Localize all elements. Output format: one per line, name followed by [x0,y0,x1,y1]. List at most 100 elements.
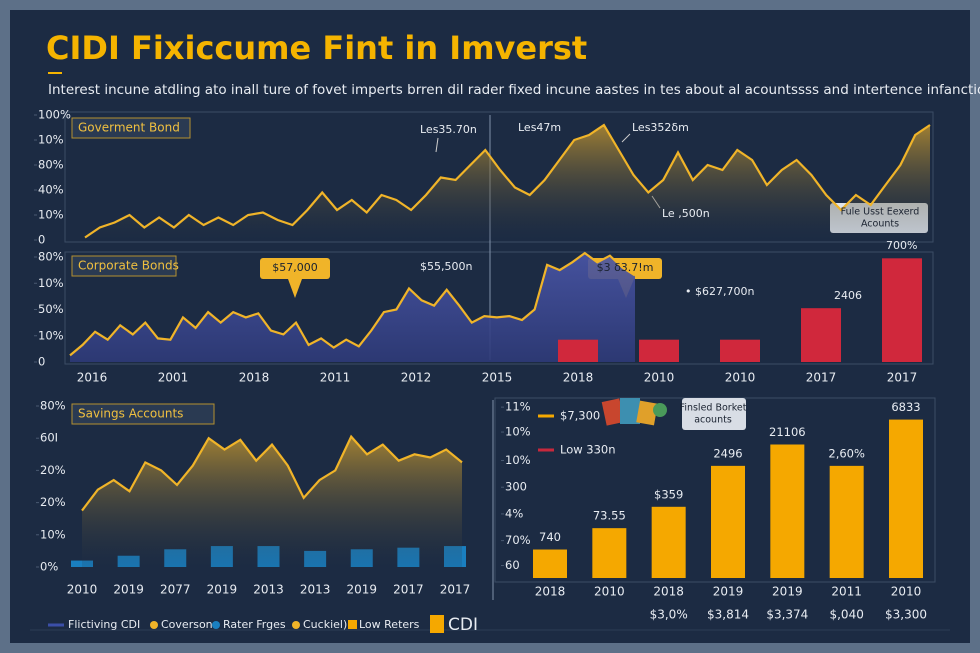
y-tick-label: 80% [38,158,64,172]
area-fill [82,436,462,567]
pointer [435,137,439,153]
y-tick-label: 10% [505,425,531,439]
legend-swatch [150,621,158,629]
callout-box [682,398,746,430]
x-tick-label: 2010 [594,585,625,599]
x-tick-label: 2077 [160,583,191,597]
x-tick-label: 2018 [653,585,684,599]
annotation: $3 δ3.7!m [597,261,654,274]
bar-label: 740 [539,530,561,544]
x-tick-label: 2016 [77,371,108,385]
x-tick-label: 2017 [393,583,424,597]
legend-label: Flictiving CDI [68,618,140,631]
panel [64,111,934,243]
x-tick-label: 2010 [891,585,922,599]
callout-pointer [288,279,302,298]
x-tick-label: 2017 [440,583,471,597]
y-tick-label: 10% [505,453,531,467]
panel-title-box [71,255,177,277]
bar [639,339,679,362]
annotation: 2406 [834,289,862,302]
panel-title: Goverment Bond [78,121,180,135]
panel [64,251,934,365]
x-tick-label: 2001 [158,371,189,385]
x-tick-label: 2019 [772,585,803,599]
x-tick-label: 2019 [207,583,238,597]
legend-label: $7,300 [560,409,600,423]
bar-label: 21106 [769,425,806,439]
x-tick-label: 2018 [535,585,566,599]
y-tick-label: 10% [38,328,64,342]
x-tick-label: 2011 [320,371,351,385]
annotation: Les35.70n [420,123,477,136]
bar-label: 2,60% [828,446,865,460]
area-fill [85,125,930,240]
annotation: Les47m [518,121,561,134]
y-tick-label: 10% [40,527,66,541]
y-tick-label: 20% [40,495,66,509]
bottom-label: $3,814 [707,608,749,622]
panel-title: Savings Accounts [78,407,183,421]
legend-swatch [212,621,220,629]
y-tick-label: 0 [38,355,45,369]
bar-label: 6833 [891,400,920,414]
x-tick-label: 2010 [725,371,756,385]
pointer [621,133,631,143]
legend-swatch [348,620,357,629]
title: CIDI Fixiccume Fint in Imverst [46,29,587,67]
bar [889,419,923,578]
bottom-label: $3,374 [766,608,808,622]
y-tick-label: 11% [505,400,531,414]
y-tick-label: 4% [505,506,523,520]
x-tick-label: 2013 [253,583,284,597]
y-tick-label: 0 [38,233,45,247]
annotation: Les352δm [632,121,689,134]
annotation: $55,500n [420,260,472,273]
annotation: Finsled Borket [680,403,747,414]
legend-label: Rater Frges [223,618,286,631]
x-tick-label: 2019 [346,583,377,597]
x-tick-label: 2010 [67,583,98,597]
annotation: Le ,500n [662,207,710,220]
y-tick-label: 80% [40,399,66,413]
bar [651,506,686,578]
bar [770,444,805,578]
y-tick-label: 0% [40,560,58,574]
x-tick-label: 2015 [482,371,513,385]
bar [533,549,567,578]
panel-title: Corporate Bonds [78,259,179,273]
y-tick-label: 70% [505,533,531,547]
line [69,251,636,357]
bottom-label: $,040 [829,608,863,622]
line [84,123,931,239]
bar-label: $359 [654,487,683,501]
annotation: acounts [694,415,732,426]
annotation: $57,000 [272,261,318,274]
y-tick-label: 20% [40,463,66,477]
panel-title-box [71,117,191,139]
x-tick-label: 2019 [113,583,144,597]
bar [882,258,922,362]
bar [801,308,841,362]
x-tick-label: 2017 [806,371,837,385]
line [81,434,463,512]
bar-label: 73.55 [593,509,626,523]
y-tick-label: 10% [38,133,64,147]
y-tick-label: 60 [505,558,520,572]
legend-label: Low Reters [359,618,420,631]
annotation: Acounts [861,219,899,230]
legend-swatch [292,621,300,629]
y-tick-label: 40% [38,183,64,197]
x-tick-label: 2011 [831,585,862,599]
y-tick-label: 300 [505,480,527,494]
annotation: 700% [886,239,917,252]
legend-label: CDI [448,615,478,635]
y-tick-label: 60I [40,431,58,445]
legend-swatch [430,615,444,633]
x-tick-label: 2012 [401,371,432,385]
x-tick-label: 2019 [713,585,744,599]
icons [601,398,667,426]
y-tick-label: 10% [38,276,64,290]
